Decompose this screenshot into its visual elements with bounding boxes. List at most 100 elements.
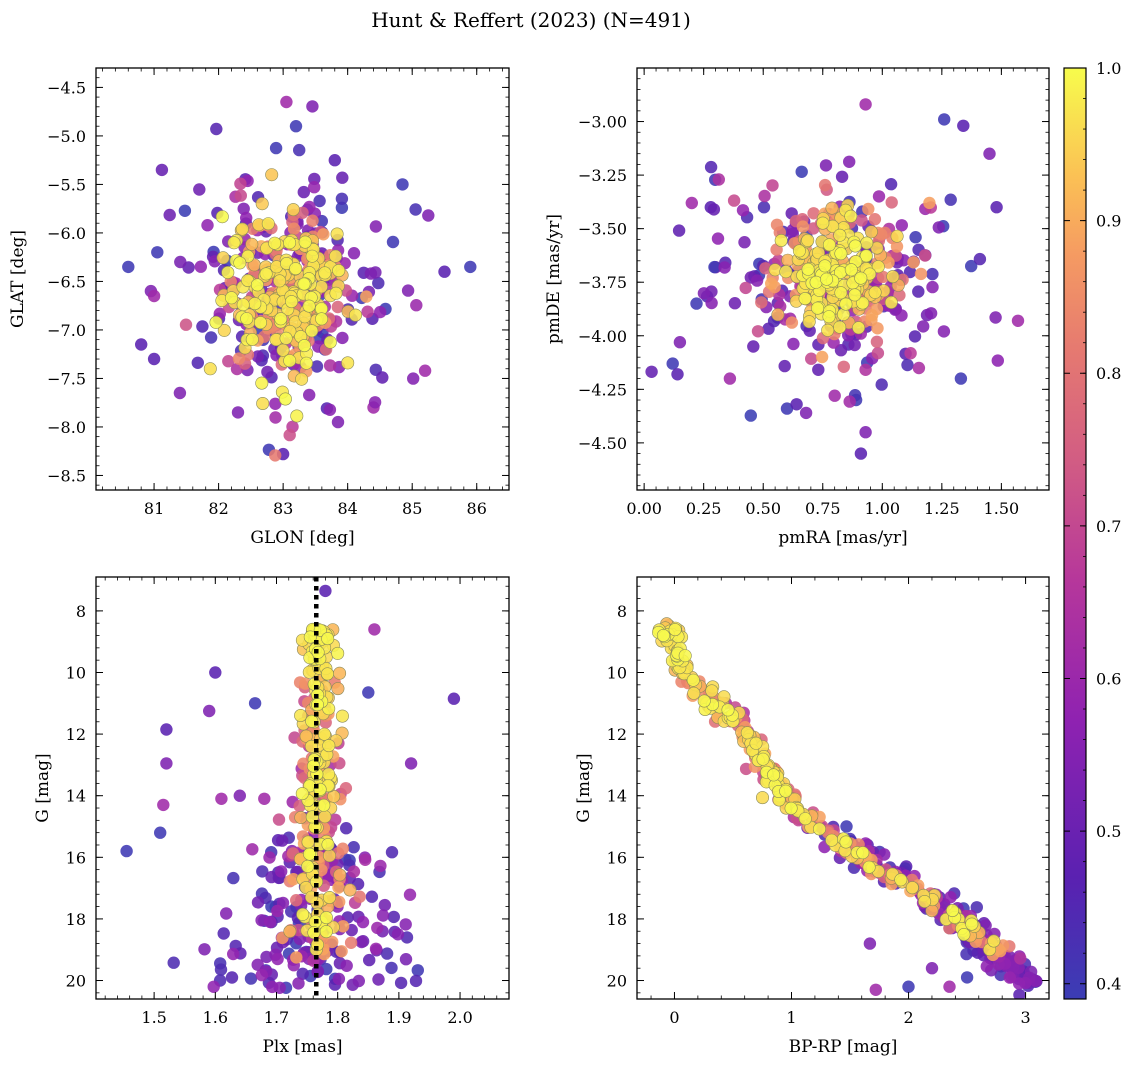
member-point: [907, 256, 920, 269]
member-point: [399, 918, 412, 931]
y-tick-label: −3.00: [578, 113, 627, 132]
member-point: [365, 890, 379, 903]
member-point: [740, 726, 754, 740]
outlier-point: [396, 178, 409, 191]
member-point: [937, 325, 951, 338]
outlier-point: [859, 98, 872, 111]
member-point: [248, 297, 262, 311]
member-point: [305, 249, 319, 263]
outlier-point: [666, 357, 679, 370]
member-point: [256, 865, 269, 878]
outlier-point: [122, 260, 135, 274]
outlier-point: [983, 147, 996, 160]
member-point: [285, 295, 299, 309]
panel-pm: 0.00 0.25 0.50 0.75 1.00 1.25 1.50 −4.50 −4.25 −4…: [544, 67, 1061, 548]
x-tick-label: 0.25: [686, 499, 722, 518]
member-point: [339, 782, 353, 795]
member-point: [271, 952, 284, 966]
member-point: [980, 960, 993, 973]
member-point: [965, 259, 978, 273]
member-point: [1049, 316, 1061, 328]
member-point: [386, 235, 400, 249]
member-point: [321, 632, 335, 646]
member-point: [987, 934, 1001, 948]
x-tick-label: 0.00: [626, 499, 662, 518]
outlier-point: [151, 246, 164, 259]
colorbar-gradient: [1063, 67, 1087, 1000]
member-point: [755, 791, 769, 805]
member-point: [335, 201, 349, 214]
member-point: [356, 915, 370, 929]
member-point: [303, 847, 317, 861]
outlier-point: [790, 398, 803, 411]
pm-points: [645, 98, 1061, 460]
member-point: [697, 694, 711, 708]
x-tick-label: 2.0: [447, 1008, 472, 1027]
member-point: [901, 358, 914, 372]
member-point: [194, 260, 207, 273]
y-tick-label: 10: [66, 663, 86, 682]
member-point: [385, 846, 399, 859]
member-point: [292, 977, 305, 990]
member-point: [296, 907, 310, 921]
x-tick-label: 85: [402, 499, 422, 518]
member-point: [859, 249, 873, 263]
outlier-point: [154, 826, 167, 839]
member-point: [778, 359, 791, 373]
member-point: [361, 305, 374, 318]
y-tick-label: 20: [66, 972, 86, 991]
outlier-point: [231, 406, 245, 419]
outlier-point: [690, 297, 703, 310]
member-point: [193, 183, 206, 196]
member-point: [283, 924, 297, 938]
member-point: [774, 234, 788, 248]
member-point: [251, 958, 264, 971]
x-tick-label: 83: [273, 499, 293, 518]
member-point: [196, 320, 209, 333]
member-point: [299, 729, 313, 743]
pm-y-axis-label: pmDE [mas/yr]: [544, 214, 564, 344]
member-point: [329, 286, 343, 300]
member-point: [167, 956, 180, 969]
member-point: [385, 961, 398, 975]
outlier-point: [840, 820, 853, 833]
member-point: [369, 220, 383, 233]
member-point: [762, 322, 775, 335]
member-point: [269, 397, 282, 410]
member-point: [306, 214, 319, 227]
member-point: [816, 216, 830, 230]
member-point: [871, 346, 885, 360]
member-point: [779, 784, 793, 798]
member-point: [322, 849, 336, 863]
member-point: [259, 267, 273, 281]
member-point: [336, 842, 349, 855]
member-point: [868, 285, 882, 299]
outlier-point: [233, 789, 246, 802]
member-point: [368, 396, 382, 409]
member-point: [290, 951, 303, 964]
member-point: [944, 891, 957, 904]
member-point: [801, 233, 815, 247]
plx-ticks: 1.5 1.6 1.7 1.8 1.9 2.0 8 10 12 14 16 18 20: [66, 577, 509, 1027]
member-point: [274, 312, 288, 326]
member-point: [343, 883, 357, 897]
y-tick-label: 14: [607, 787, 627, 806]
member-point: [178, 204, 192, 217]
member-point: [672, 224, 686, 237]
member-point: [812, 822, 826, 836]
outlier-point: [331, 415, 345, 429]
member-point: [744, 409, 757, 422]
member-point: [876, 270, 890, 284]
outlier-point: [209, 666, 222, 679]
member-point: [216, 251, 230, 265]
member-point: [234, 177, 247, 190]
y-tick-label: 18: [66, 910, 86, 929]
member-point: [263, 851, 276, 864]
member-point: [240, 211, 253, 225]
member-point: [256, 396, 270, 410]
y-tick-label: −4.5: [47, 78, 86, 97]
member-point: [332, 972, 346, 986]
y-tick-label: −3.25: [578, 166, 627, 185]
member-point: [862, 860, 876, 874]
outlier-point: [925, 962, 939, 975]
